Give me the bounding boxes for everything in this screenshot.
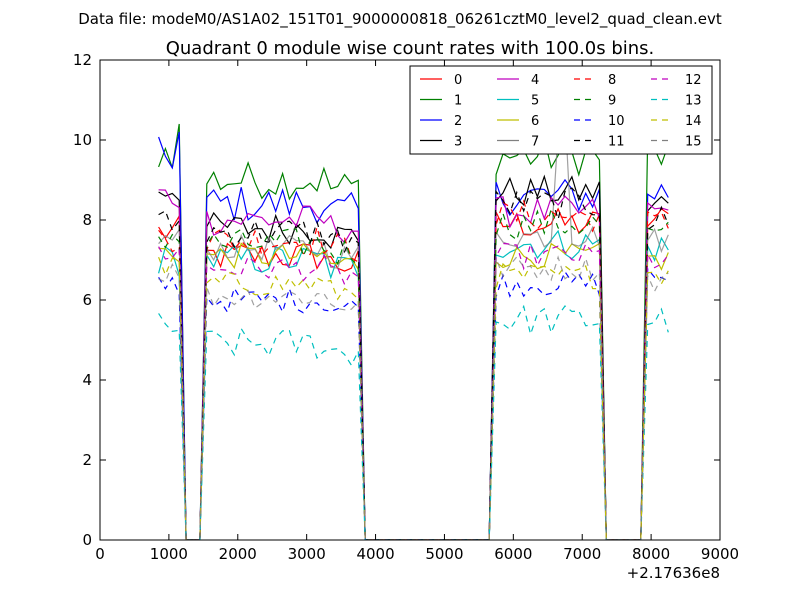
x-tick-label: 7000 <box>563 545 601 563</box>
legend-label-12: 12 <box>685 73 702 88</box>
legend-label-2: 2 <box>454 114 462 129</box>
legend-label-11: 11 <box>608 135 625 150</box>
series-line-12 <box>158 242 669 540</box>
series-line-0 <box>158 207 669 540</box>
series-line-14 <box>158 256 669 540</box>
legend-label-15: 15 <box>685 135 702 150</box>
legend-label-5: 5 <box>531 94 539 109</box>
x-tick-label: 4000 <box>356 545 394 563</box>
legend-label-14: 14 <box>685 114 702 129</box>
series-line-10 <box>158 267 669 540</box>
series-line-7 <box>158 111 669 540</box>
legend-label-4: 4 <box>531 73 539 88</box>
legend-label-13: 13 <box>685 94 702 109</box>
x-tick-label: 1000 <box>150 545 188 563</box>
legend-label-8: 8 <box>608 73 616 88</box>
plot-area <box>158 111 669 540</box>
suptitle: Data file: modeM0/AS1A02_151T01_90000008… <box>78 10 722 29</box>
legend-label-0: 0 <box>454 73 462 88</box>
x-tick-label: 5000 <box>425 545 463 563</box>
y-tick-label: 12 <box>73 51 92 69</box>
y-tick-label: 0 <box>82 531 92 549</box>
x-tick-label: 8000 <box>632 545 670 563</box>
legend-label-6: 6 <box>531 114 539 129</box>
legend-label-3: 3 <box>454 135 462 150</box>
y-tick-label: 2 <box>82 451 92 469</box>
series-line-2 <box>158 131 669 540</box>
series-line-4 <box>158 189 669 540</box>
series-line-9 <box>158 207 669 540</box>
series-line-1 <box>158 123 669 540</box>
legend-label-7: 7 <box>531 135 539 150</box>
x-tick-label: 2000 <box>219 545 257 563</box>
series-line-15 <box>158 255 669 540</box>
x-tick-label: 0 <box>95 545 105 563</box>
x-tick-label: 3000 <box>288 545 326 563</box>
series-line-3 <box>158 174 669 540</box>
legend-label-10: 10 <box>608 114 625 129</box>
y-tick-label: 8 <box>82 211 92 229</box>
series-line-11 <box>158 187 669 540</box>
y-tick-label: 6 <box>82 291 92 309</box>
legend-label-1: 1 <box>454 94 462 109</box>
legend-box <box>409 65 713 155</box>
y-tick-label: 10 <box>73 131 92 149</box>
series-line-8 <box>158 199 669 540</box>
x-tick-label: 9000 <box>701 545 739 563</box>
x-tick-label: 6000 <box>494 545 532 563</box>
series-line-13 <box>158 304 669 540</box>
x-offset-label: +2.17636e8 <box>627 564 720 582</box>
legend-label-9: 9 <box>608 94 616 109</box>
chart-title: Quadrant 0 module wise count rates with … <box>166 38 655 59</box>
y-tick-label: 4 <box>82 371 92 389</box>
axes: 0 1000 2000 3000 4000 5000 6000 7000 8000 9000 0 2 4… <box>73 51 739 563</box>
series-line-5 <box>158 229 669 540</box>
